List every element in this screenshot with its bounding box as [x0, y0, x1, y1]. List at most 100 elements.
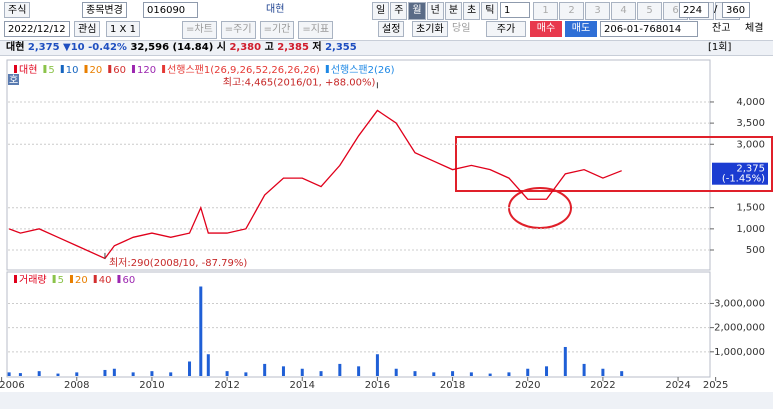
legend-label: 20 [75, 275, 88, 286]
balance-check[interactable]: 잔고 [712, 23, 731, 34]
volume-bar [199, 286, 203, 376]
chart-button[interactable]: =주기 [220, 21, 256, 39]
page-tab[interactable]: 3 [585, 2, 610, 20]
legend-swatch [162, 65, 166, 73]
y-tick-label: 3,000 [736, 139, 765, 150]
info-volume: 32,596 [130, 42, 170, 53]
volume-bar [526, 368, 530, 376]
account-select[interactable]: 206-01-768014 [600, 21, 698, 37]
chart-button[interactable]: =차트 [182, 21, 217, 39]
legend-swatch [325, 65, 329, 73]
volume-bar [375, 354, 379, 376]
legend-swatch [117, 275, 121, 283]
volume-bar [150, 371, 154, 376]
sell-button[interactable]: 매도 [565, 21, 597, 37]
x-tick-label: 2010 [139, 380, 164, 391]
period-tab[interactable]: 분 [444, 2, 463, 20]
legend-swatch [131, 65, 135, 73]
volume-bar [18, 373, 22, 376]
volume-bar [620, 371, 624, 376]
volume-bar [545, 366, 549, 376]
y-tick-label: 1,500 [736, 203, 765, 214]
volume-bar [225, 371, 229, 376]
total-input[interactable]: 360 [722, 2, 750, 18]
last-price-box [712, 162, 768, 185]
layout-button[interactable]: 1 X 1 [106, 21, 140, 37]
volume-bar [488, 373, 492, 376]
high-label: 고 [264, 42, 274, 53]
period-tab[interactable]: 초 [463, 2, 481, 20]
volume-bar [7, 372, 11, 376]
page-tab[interactable]: 2 [559, 2, 584, 20]
y-tick-label: 500 [746, 245, 765, 256]
page-tab[interactable]: 1 [533, 2, 558, 20]
volume-bar [469, 372, 473, 376]
today-check[interactable]: 당일 [452, 23, 471, 34]
volume-bar [75, 372, 79, 376]
price-button[interactable]: 주가 [486, 21, 526, 37]
stock-name: 대현 [266, 4, 285, 15]
legend-label: 40 [99, 275, 112, 286]
code-input[interactable]: 016090 [143, 2, 198, 18]
chart-buttons: =차트 =주기 =기간 =지표 [182, 21, 337, 39]
volume-bar [563, 346, 567, 376]
last-price: 2,375 [736, 164, 765, 175]
period-tab[interactable]: 틱 [481, 2, 499, 20]
page-tab[interactable]: 5 [637, 2, 662, 20]
page-tab[interactable]: 4 [611, 2, 636, 20]
reset-button[interactable]: 초기화 [412, 21, 448, 37]
watch-button[interactable]: 관심 [74, 21, 101, 37]
y-tick-label: 1,000 [736, 224, 765, 235]
legend-swatch [43, 65, 47, 73]
x-tick-label: 2025 [703, 380, 728, 391]
volume-bar [394, 368, 398, 376]
legend-label: 5 [48, 65, 54, 76]
volume-bar [37, 371, 41, 376]
y-tick-label: 4,000 [736, 97, 765, 108]
volume-bar [206, 354, 210, 376]
open-value: 2,380 [229, 42, 262, 53]
x-tick-label: 2006 [0, 380, 25, 391]
date-input[interactable]: 2022/12/12 [4, 21, 70, 37]
info-line: 대현 2,375 ▼10 -0.42% 32,596 (14.84) 시 2,3… [6, 40, 357, 56]
legend-swatch [14, 65, 17, 73]
price-pane [6, 59, 711, 271]
y-tick-label: 1,000,000 [714, 347, 765, 358]
volume-bar [432, 372, 436, 376]
chart-button[interactable]: =기간 [259, 21, 295, 39]
legend-swatch [60, 65, 64, 73]
period-tab[interactable]: 일 [372, 2, 390, 20]
info-bar [0, 40, 773, 56]
volume-bar [281, 366, 285, 376]
volume-bar [507, 372, 511, 376]
x-tick-label: 2016 [365, 380, 390, 391]
legend-swatch [69, 275, 73, 283]
low-label: 저 [312, 42, 322, 53]
period-tab[interactable]: 월 [408, 2, 426, 20]
count-input[interactable]: 224 [679, 2, 709, 18]
page-tabs: 12345678 [533, 2, 741, 20]
volume-pane [6, 271, 711, 378]
x-tick-label: 2008 [64, 380, 89, 391]
x-tick-label: 2018 [440, 380, 465, 391]
filled-check[interactable]: 체결 [745, 23, 764, 34]
volume-bar [112, 368, 116, 376]
legend-label: 5 [58, 275, 64, 286]
info-rate: -0.42% [88, 42, 127, 53]
legend-label: 60 [113, 65, 126, 76]
chart-button[interactable]: =지표 [298, 21, 334, 39]
settings-button[interactable]: 설정 [378, 21, 405, 37]
change-button[interactable]: 종목변경 [82, 2, 127, 18]
volume-bar [319, 371, 323, 376]
period-tab[interactable]: 년 [426, 2, 444, 20]
legend-label: 10 [66, 65, 79, 76]
market-select[interactable]: 주식 [4, 2, 31, 18]
buy-button[interactable]: 매수 [530, 21, 562, 37]
unit-input[interactable]: 1 [500, 2, 530, 18]
legend-label: 선행스팬1(26,9,26,52,26,26,26) [167, 64, 320, 76]
period-tab[interactable]: 주 [390, 2, 408, 20]
y-tick-label: 3,000,000 [714, 298, 765, 309]
legend-label: 거래량 [19, 274, 47, 286]
mode-label: 호 [9, 74, 18, 86]
